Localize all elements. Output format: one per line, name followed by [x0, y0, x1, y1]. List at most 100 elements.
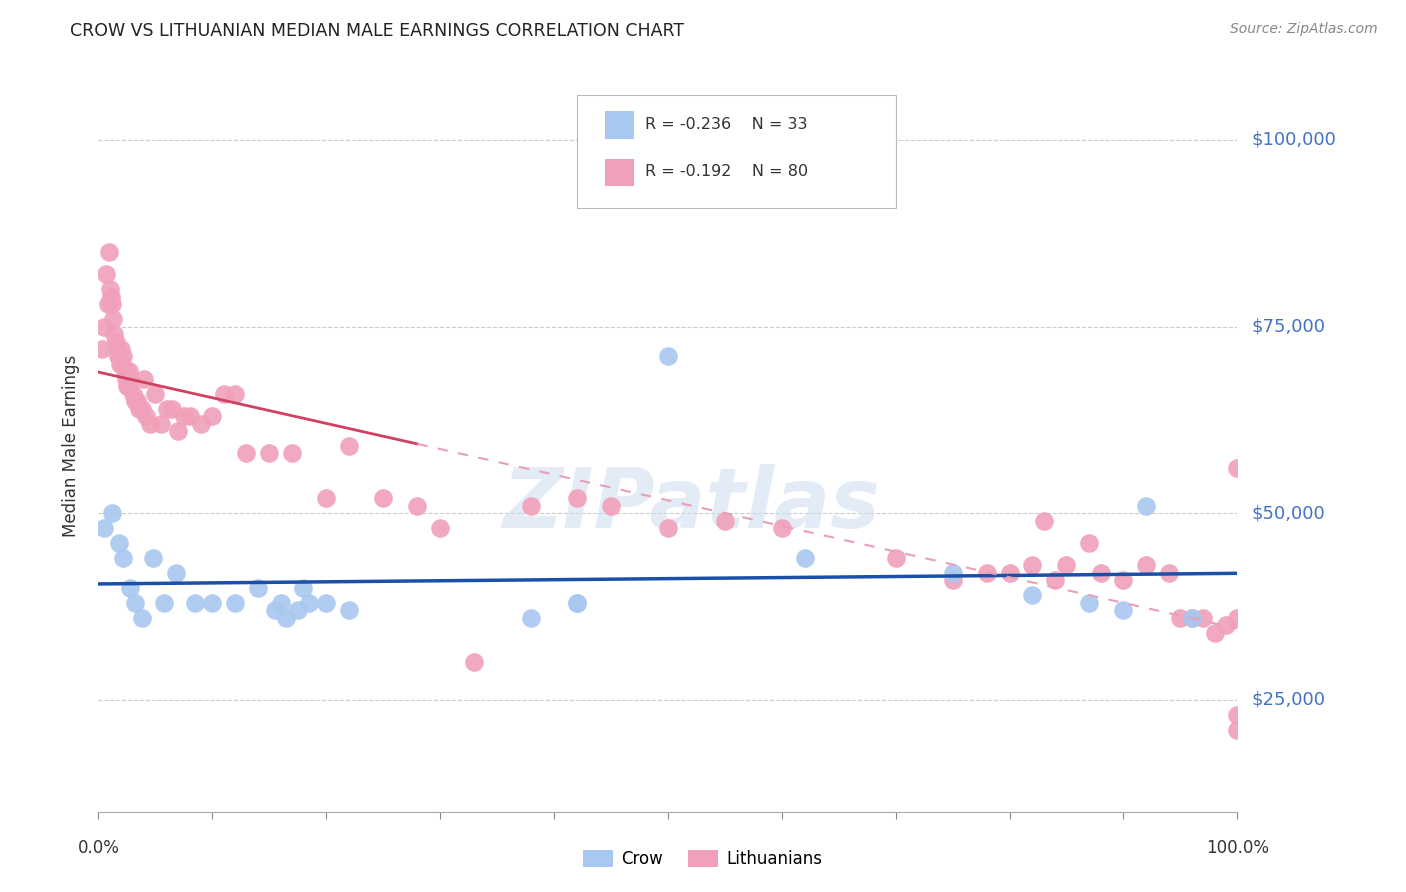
Point — [135, 409, 157, 424]
Point — [165, 566, 187, 580]
Point — [1215, 618, 1237, 632]
Point — [97, 244, 120, 259]
Y-axis label: Median Male Earnings: Median Male Earnings — [62, 355, 80, 537]
Point — [1226, 707, 1249, 722]
Point — [93, 319, 115, 334]
Text: $25,000: $25,000 — [1251, 690, 1326, 709]
Point — [976, 566, 998, 580]
Point — [657, 350, 679, 364]
Point — [259, 446, 281, 460]
Point — [463, 656, 485, 670]
Point — [942, 566, 965, 580]
Point — [1135, 558, 1157, 573]
Point — [98, 282, 121, 296]
Point — [1021, 558, 1043, 573]
Point — [118, 364, 141, 378]
Text: R = -0.192    N = 80: R = -0.192 N = 80 — [645, 164, 808, 179]
Legend: Crow, Lithuanians: Crow, Lithuanians — [576, 843, 830, 875]
Text: Source: ZipAtlas.com: Source: ZipAtlas.com — [1230, 22, 1378, 37]
FancyBboxPatch shape — [576, 95, 896, 209]
Point — [315, 491, 337, 506]
Point — [117, 379, 139, 393]
Point — [287, 603, 309, 617]
Point — [173, 409, 195, 424]
Point — [793, 551, 815, 566]
Point — [224, 386, 246, 401]
Point — [96, 297, 118, 311]
Point — [1090, 566, 1112, 580]
Point — [520, 499, 543, 513]
Point — [1192, 610, 1215, 624]
Point — [90, 342, 112, 356]
Point — [1021, 588, 1043, 602]
Point — [100, 290, 122, 304]
Point — [190, 417, 212, 431]
Point — [107, 350, 129, 364]
Point — [337, 439, 360, 453]
Point — [1226, 610, 1249, 624]
Point — [111, 357, 134, 371]
Point — [298, 596, 321, 610]
Point — [770, 521, 793, 535]
Point — [121, 386, 143, 401]
Point — [201, 409, 224, 424]
Point — [1157, 566, 1180, 580]
Point — [145, 386, 167, 401]
Text: 100.0%: 100.0% — [1206, 839, 1268, 857]
FancyBboxPatch shape — [605, 159, 634, 186]
Point — [657, 521, 679, 535]
Text: $50,000: $50,000 — [1251, 504, 1324, 522]
Point — [292, 581, 315, 595]
Point — [103, 326, 125, 341]
Point — [114, 372, 136, 386]
Point — [1078, 596, 1101, 610]
Point — [108, 536, 131, 550]
Point — [110, 342, 132, 356]
Point — [101, 297, 124, 311]
Point — [212, 386, 235, 401]
Point — [714, 514, 737, 528]
Point — [1078, 536, 1101, 550]
Point — [600, 499, 623, 513]
Point — [235, 446, 257, 460]
Point — [167, 424, 190, 438]
Text: CROW VS LITHUANIAN MEDIAN MALE EARNINGS CORRELATION CHART: CROW VS LITHUANIAN MEDIAN MALE EARNINGS … — [70, 22, 685, 40]
Point — [315, 596, 337, 610]
Point — [108, 357, 131, 371]
Point — [942, 574, 965, 588]
Point — [565, 491, 588, 506]
Point — [884, 551, 907, 566]
Point — [1181, 610, 1204, 624]
Point — [1226, 461, 1249, 475]
Point — [1181, 610, 1204, 624]
Point — [112, 551, 135, 566]
Point — [1112, 574, 1135, 588]
Text: R = -0.236    N = 33: R = -0.236 N = 33 — [645, 117, 807, 132]
Point — [120, 372, 142, 386]
Point — [1054, 558, 1078, 573]
Point — [150, 417, 173, 431]
Point — [153, 596, 176, 610]
Point — [998, 566, 1021, 580]
Point — [131, 401, 153, 416]
Point — [520, 610, 543, 624]
Point — [1135, 499, 1157, 513]
Point — [132, 372, 155, 386]
Text: 0.0%: 0.0% — [77, 839, 120, 857]
Point — [224, 596, 246, 610]
Point — [1043, 574, 1066, 588]
Point — [112, 350, 135, 364]
Point — [120, 581, 142, 595]
Point — [337, 603, 360, 617]
Point — [565, 596, 588, 610]
Point — [264, 603, 287, 617]
Point — [162, 401, 184, 416]
Text: ZIPatlas: ZIPatlas — [502, 464, 880, 545]
Point — [1204, 625, 1226, 640]
Point — [93, 521, 115, 535]
Point — [101, 506, 124, 520]
Point — [96, 268, 118, 282]
Point — [124, 596, 146, 610]
Point — [565, 596, 588, 610]
Point — [142, 551, 165, 566]
